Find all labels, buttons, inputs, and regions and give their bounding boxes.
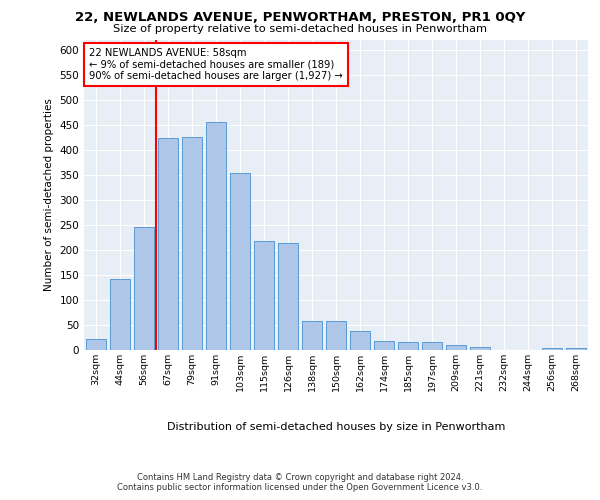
Bar: [254, 241, 274, 350]
Bar: [110, 278, 130, 350]
Bar: [398, 342, 418, 350]
Text: Contains public sector information licensed under the Open Government Licence v3: Contains public sector information licen…: [118, 484, 482, 492]
Text: Contains HM Land Registry data © Crown copyright and database right 2024.: Contains HM Land Registry data © Crown c…: [137, 472, 463, 482]
Bar: [566, 348, 586, 350]
Bar: [158, 138, 178, 350]
Bar: [350, 330, 370, 350]
Bar: [86, 338, 106, 350]
Bar: [470, 347, 490, 350]
Text: Size of property relative to semi-detached houses in Penwortham: Size of property relative to semi-detach…: [113, 24, 487, 34]
Text: 22, NEWLANDS AVENUE, PENWORTHAM, PRESTON, PR1 0QY: 22, NEWLANDS AVENUE, PENWORTHAM, PRESTON…: [75, 11, 525, 24]
Bar: [182, 136, 202, 350]
Bar: [206, 122, 226, 350]
Bar: [542, 348, 562, 350]
Bar: [326, 321, 346, 350]
Y-axis label: Number of semi-detached properties: Number of semi-detached properties: [44, 98, 54, 292]
Bar: [230, 172, 250, 350]
Text: Distribution of semi-detached houses by size in Penwortham: Distribution of semi-detached houses by …: [167, 422, 505, 432]
Bar: [278, 242, 298, 350]
Bar: [446, 344, 466, 350]
Bar: [302, 321, 322, 350]
Bar: [374, 341, 394, 350]
Text: 22 NEWLANDS AVENUE: 58sqm
← 9% of semi-detached houses are smaller (189)
90% of : 22 NEWLANDS AVENUE: 58sqm ← 9% of semi-d…: [89, 48, 343, 81]
Bar: [134, 226, 154, 350]
Bar: [422, 342, 442, 350]
